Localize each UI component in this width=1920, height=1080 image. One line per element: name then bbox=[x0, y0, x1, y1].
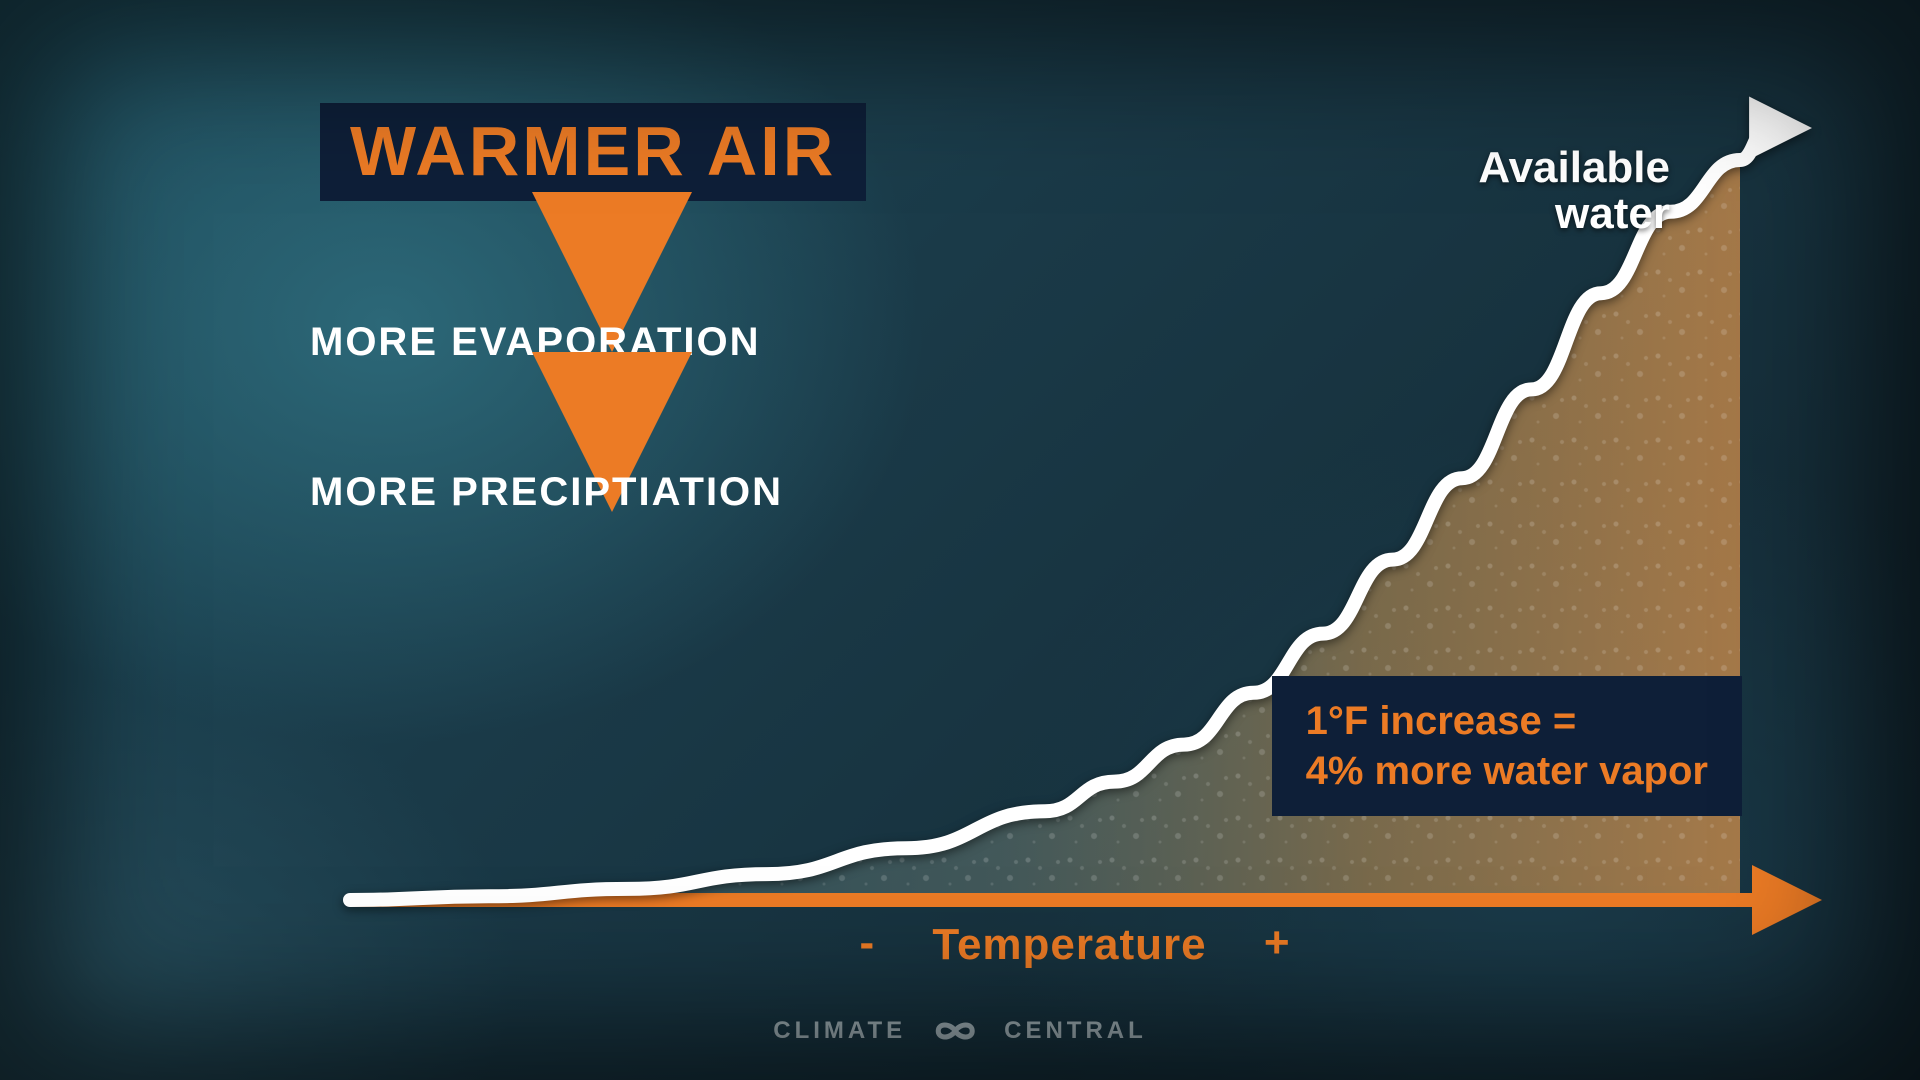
footer-left: CLIMATE bbox=[773, 1017, 906, 1045]
footer-right: CENTRAL bbox=[1004, 1017, 1147, 1045]
footer-logo: CLIMATE CENTRAL bbox=[773, 1016, 1147, 1046]
chart-area: Availablewater 1°F increase = 4% more wa… bbox=[350, 140, 1800, 910]
callout-line-2: 4% more water vapor bbox=[1306, 746, 1708, 796]
curve-label-text: Availablewater bbox=[1478, 143, 1670, 238]
x-axis-minus: - bbox=[815, 918, 919, 968]
callout-box: 1°F increase = 4% more water vapor bbox=[1272, 676, 1742, 816]
infinity-icon bbox=[920, 1016, 990, 1046]
x-axis-label: - Temperature + bbox=[350, 918, 1800, 970]
x-axis-plus: + bbox=[1220, 918, 1335, 968]
curve-label: Availablewater bbox=[1478, 145, 1670, 237]
x-axis-text: Temperature bbox=[932, 920, 1206, 969]
callout-line-1: 1°F increase = bbox=[1306, 696, 1708, 746]
